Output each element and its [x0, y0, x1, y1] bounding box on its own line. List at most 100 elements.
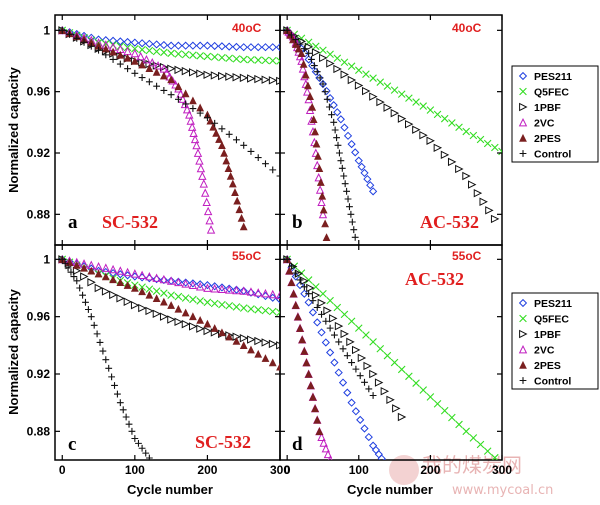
panel-d-pes211-fill-marker [338, 378, 348, 387]
panel-b-q5fec-fill-marker [433, 110, 442, 119]
panel-d-1pbf-point [311, 290, 321, 300]
panel-d-q5fec-fill-marker [397, 365, 406, 374]
x-axis-title-right: Cycle number [347, 482, 433, 497]
legend-label-2pes: 2PES [534, 133, 561, 145]
panel-c-q5fec-fill-marker [152, 287, 161, 295]
panel-c-q5fec-fill-marker [268, 307, 277, 316]
panel-b-1pbf-fill-marker [397, 114, 407, 123]
panel-b-q5fec-fill-marker [491, 143, 499, 152]
panel-c-1pbf-point [94, 283, 104, 293]
panel-a-control-fill-marker [196, 109, 204, 117]
panel-d-control-fill-marker [309, 297, 317, 305]
panel-b-2pes-fill-marker [306, 92, 314, 100]
panel-c-q5fec-fill-marker [138, 283, 146, 291]
panel-d-2pes-fill-marker [287, 278, 296, 286]
panel-b-q5fec-fill-marker [448, 119, 456, 127]
panel-a-2pes-point [228, 179, 237, 188]
panel-a-pes211-fill-marker [210, 41, 219, 51]
panel-c-2pes-fill-marker [181, 308, 190, 317]
panel-c-y-tick-label: 1 [43, 252, 50, 266]
panel-d-2pes-point [315, 427, 324, 436]
panel-a-2pes-point [218, 141, 226, 150]
panel-d-q5fec-fill-marker [483, 447, 492, 455]
panel-c-control-fill-marker [76, 284, 84, 292]
panel-d-pes211-point [304, 298, 313, 307]
legend-label-1pbf: 1PBF [534, 329, 561, 341]
panel-a-2vc-fill-marker [190, 134, 200, 144]
legend-marker-pes211 [518, 71, 528, 81]
panel-c-y-tick-label: 0.92 [27, 367, 51, 381]
panel-a-pes211-fill-marker [159, 40, 168, 50]
panel-a-2vc-fill-marker [196, 163, 206, 173]
panel-d-2pes-fill-marker [313, 415, 322, 424]
panel-a-control-fill-marker [102, 51, 110, 59]
panel-a-2vc-fill-marker [148, 58, 157, 67]
panel-c-2vc-fill-marker [145, 272, 154, 281]
panel-c-control-fill-marker [142, 449, 150, 457]
panel-d-control-fill-marker [361, 378, 368, 386]
panel-d-q5fec-fill-marker [369, 338, 377, 346]
panel-c-2pes-fill-marker [174, 304, 183, 313]
panel-c-1pbf-fill-marker [152, 309, 162, 319]
panel-c-2vc-fill-marker [188, 280, 198, 290]
panel-c-control-fill-marker [82, 298, 89, 306]
panel-a-pes211-fill-marker [152, 40, 161, 49]
panel-d-x-tick-label: 100 [349, 463, 369, 477]
panel-d-x-tick-label: 0 [284, 463, 291, 477]
panel-a-2vc-fill-marker [182, 104, 192, 114]
panel-a-control-fill-marker [211, 119, 219, 127]
panel-b-2vc-point [318, 209, 328, 219]
panel-a-q5fec-point [239, 55, 248, 64]
legend-label-2vc: 2VC [534, 345, 555, 357]
panel-c-2pes-fill-marker [247, 345, 255, 354]
panel-d-2pes-fill-marker [298, 335, 307, 344]
panel-c-2pes-point [94, 269, 103, 278]
panel-a-2vc-fill-marker [142, 54, 151, 64]
panel-c-control-fill-marker [84, 306, 92, 313]
panel-a-cell-label: SC-532 [102, 212, 158, 232]
panel-b-series-2pes [283, 26, 331, 242]
panel-c-2vc-fill-marker [159, 274, 169, 284]
panel-c-2vc-fill-marker [152, 273, 161, 282]
panel-d-q5fec-point [390, 358, 399, 367]
panel-c-control-fill-marker [96, 339, 104, 346]
panel-c-pes211-fill-marker [181, 278, 190, 287]
legend-label-q5fec: Q5FEC [534, 87, 569, 99]
panel-c-q5fec-fill-marker [196, 297, 204, 305]
panel-a-1pbf-fill-marker [196, 69, 205, 78]
panel-a-1pbf-fill-marker [174, 65, 183, 75]
panel-a-pes211-fill-marker [196, 41, 205, 50]
panel-b-pes211-point [368, 187, 378, 196]
panel-c-q5fec-point [239, 304, 248, 312]
panel-a-1pbf-fill-marker [218, 71, 227, 81]
panel-a-q5fec-fill-marker [261, 56, 270, 65]
panel-d-pes211-point [368, 441, 378, 450]
panel-c-q5fec-fill-marker [232, 303, 241, 311]
panel-b-2pes-point [322, 233, 331, 242]
panel-a-q5fec-fill-marker [247, 55, 255, 64]
panel-c-1pbf-point [167, 315, 176, 324]
panel-a-2pes-fill-marker [220, 148, 228, 157]
legend-marker-1pbf [519, 102, 528, 112]
panel-b-control-fill-marker [341, 180, 349, 188]
panel-d-pes211-fill-marker [351, 407, 361, 416]
panel-a-2pes-fill-marker [123, 53, 132, 62]
panel-a-y-tick-label: 0.92 [27, 146, 51, 160]
panel-a-2pes-fill-marker [116, 50, 125, 59]
panel-d-q5fec-fill-marker [433, 400, 442, 408]
panel-a-2vc-fill-marker [186, 116, 195, 125]
panel-a-2pes-fill-marker [206, 116, 215, 125]
panel-d-frame [279, 244, 503, 461]
panel-d-temperature: 55oC [452, 249, 482, 263]
panel-c-x-tick-label: 300 [270, 463, 290, 477]
panel-d-series-2vc [282, 254, 333, 460]
panel-a-control-point [240, 141, 248, 149]
panel-a-pes211-fill-marker [181, 41, 190, 50]
panel-b-1pbf-fill-marker [383, 103, 392, 112]
panel-c-2vc-fill-marker [137, 270, 147, 279]
panel-b-control-fill-marker [308, 56, 315, 63]
panel-c-1pbf-point [239, 333, 249, 343]
panel-b-control-fill-marker [292, 36, 300, 43]
panel-a-control-point [95, 46, 102, 54]
panel-c-control-fill-marker [90, 321, 98, 329]
